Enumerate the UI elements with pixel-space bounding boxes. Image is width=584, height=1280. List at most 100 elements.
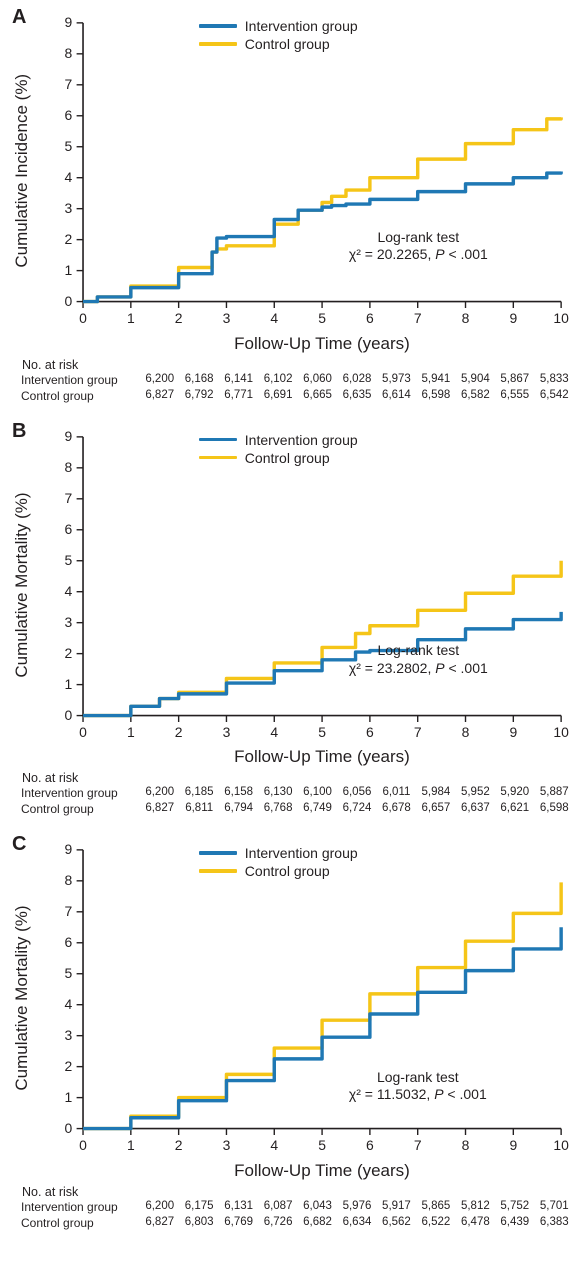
svg-text:9: 9: [65, 14, 73, 30]
risk-cell: 6,168: [179, 372, 218, 388]
risk-cell: 6,200: [140, 372, 179, 388]
risk-cell: 6,141: [219, 372, 258, 388]
risk-cell: 6,522: [416, 1215, 455, 1231]
x-axis-label: Follow-Up Time (years): [70, 334, 574, 354]
series-intervention: [83, 172, 561, 302]
svg-text:3: 3: [65, 614, 73, 630]
risk-cell: 5,752: [495, 1199, 534, 1215]
legend-swatch-intervention: [199, 24, 237, 28]
risk-cell: 6,582: [456, 388, 495, 404]
svg-text:2: 2: [175, 724, 183, 740]
svg-text:1: 1: [127, 724, 135, 740]
svg-text:0: 0: [79, 310, 87, 326]
svg-text:5: 5: [65, 138, 73, 154]
svg-text:8: 8: [65, 459, 73, 475]
risk-cell: 6,724: [337, 801, 376, 817]
legend-swatch-intervention: [199, 438, 237, 442]
risk-cell: 6,028: [337, 372, 376, 388]
risk-cell: 5,904: [456, 372, 495, 388]
svg-text:1: 1: [127, 310, 135, 326]
figure: ACumulative Incidence (%)012345678901234…: [0, 0, 584, 1241]
svg-text:2: 2: [175, 1137, 183, 1153]
svg-text:7: 7: [414, 310, 422, 326]
risk-cell: 5,976: [337, 1199, 376, 1215]
risk-cell: 6,478: [456, 1215, 495, 1231]
risk-cell: 6,635: [337, 388, 376, 404]
risk-cell: 6,562: [377, 1215, 416, 1231]
risk-cell: 6,383: [535, 1215, 574, 1231]
risk-cell: 6,598: [535, 801, 574, 817]
risk-cell: 6,682: [298, 1215, 337, 1231]
legend-label-intervention: Intervention group: [245, 432, 358, 448]
risk-cell: 5,865: [416, 1199, 455, 1215]
risk-cell: 6,131: [219, 1199, 258, 1215]
risk-row-label: Control group: [18, 1215, 140, 1231]
risk-table: No. at riskIntervention group6,2006,1856…: [18, 771, 574, 817]
risk-cell: 6,665: [298, 388, 337, 404]
risk-cell: 6,827: [140, 1215, 179, 1231]
risk-cell: 6,056: [337, 785, 376, 801]
risk-row-label: Intervention group: [18, 1199, 140, 1215]
svg-text:4: 4: [65, 996, 73, 1012]
legend-swatch-control: [199, 456, 237, 460]
svg-text:6: 6: [366, 310, 374, 326]
svg-text:5: 5: [65, 552, 73, 568]
risk-cell: 6,621: [495, 801, 534, 817]
svg-text:7: 7: [65, 490, 73, 506]
legend-label-intervention: Intervention group: [245, 18, 358, 34]
legend-label-intervention: Intervention group: [245, 845, 358, 861]
svg-text:2: 2: [175, 310, 183, 326]
svg-text:6: 6: [65, 934, 73, 950]
risk-cell: 6,811: [179, 801, 218, 817]
risk-cell: 6,637: [456, 801, 495, 817]
risk-table: No. at riskIntervention group6,2006,1686…: [18, 358, 574, 404]
svg-text:6: 6: [65, 107, 73, 123]
panel-c: CCumulative Mortality (%)012345678901234…: [0, 827, 584, 1241]
risk-cell: 6,827: [140, 801, 179, 817]
risk-cell: 5,867: [495, 372, 534, 388]
risk-cell: 6,803: [179, 1215, 218, 1231]
risk-cell: 6,691: [258, 388, 297, 404]
svg-text:2: 2: [65, 645, 73, 661]
risk-cell: 5,917: [377, 1199, 416, 1215]
risk-cell: 5,701: [535, 1199, 574, 1215]
risk-cell: 6,827: [140, 388, 179, 404]
svg-text:6: 6: [366, 724, 374, 740]
legend: Intervention groupControl group: [199, 845, 358, 881]
svg-text:9: 9: [509, 1137, 517, 1153]
legend-swatch-control: [199, 869, 237, 873]
svg-text:7: 7: [414, 724, 422, 740]
risk-table-header: No. at risk: [22, 358, 574, 372]
risk-cell: 6,749: [298, 801, 337, 817]
risk-cell: 6,060: [298, 372, 337, 388]
risk-table: No. at riskIntervention group6,2006,1756…: [18, 1185, 574, 1231]
risk-row-label: Control group: [18, 801, 140, 817]
risk-cell: 6,726: [258, 1215, 297, 1231]
svg-text:7: 7: [65, 76, 73, 92]
risk-row-label: Intervention group: [18, 372, 140, 388]
svg-text:8: 8: [65, 45, 73, 61]
risk-cell: 6,130: [258, 785, 297, 801]
risk-table-header: No. at risk: [22, 771, 574, 785]
svg-text:3: 3: [223, 310, 231, 326]
svg-text:6: 6: [366, 1137, 374, 1153]
risk-cell: 6,011: [377, 785, 416, 801]
risk-cell: 6,542: [535, 388, 574, 404]
legend: Intervention groupControl group: [199, 432, 358, 468]
risk-cell: 6,185: [179, 785, 218, 801]
risk-cell: 6,794: [219, 801, 258, 817]
risk-cell: 6,100: [298, 785, 337, 801]
svg-text:10: 10: [553, 1137, 569, 1153]
risk-cell: 6,102: [258, 372, 297, 388]
svg-text:2: 2: [65, 231, 73, 247]
svg-text:4: 4: [270, 310, 278, 326]
risk-cell: 5,984: [416, 785, 455, 801]
svg-text:4: 4: [65, 583, 73, 599]
risk-cell: 6,792: [179, 388, 218, 404]
x-axis-label: Follow-Up Time (years): [70, 747, 574, 767]
series-control: [83, 883, 561, 1129]
svg-text:10: 10: [553, 724, 569, 740]
panel-a: ACumulative Incidence (%)012345678901234…: [0, 0, 584, 414]
svg-text:5: 5: [318, 1137, 326, 1153]
risk-cell: 6,614: [377, 388, 416, 404]
